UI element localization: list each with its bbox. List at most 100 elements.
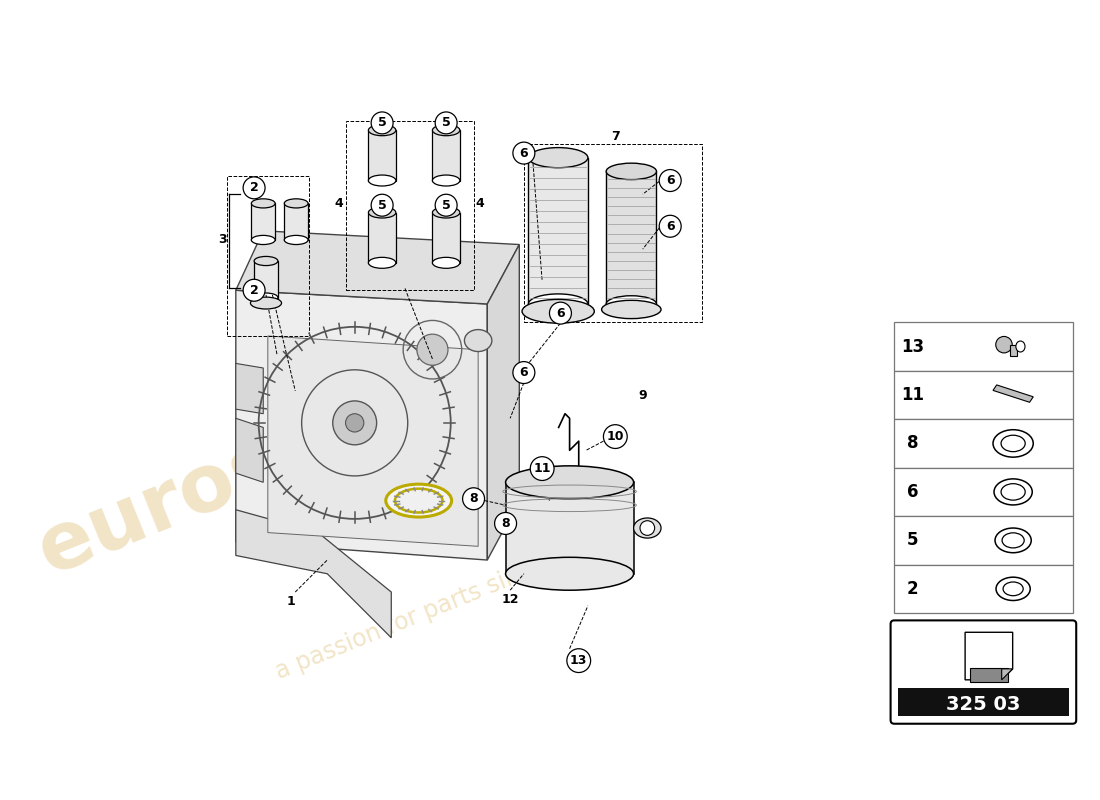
Text: 5: 5 bbox=[906, 531, 918, 550]
Circle shape bbox=[659, 170, 681, 191]
Bar bbox=[606, 171, 657, 304]
Ellipse shape bbox=[368, 258, 396, 268]
Ellipse shape bbox=[386, 484, 452, 517]
Polygon shape bbox=[235, 418, 263, 482]
Text: 13: 13 bbox=[901, 338, 924, 355]
Text: 8: 8 bbox=[906, 434, 918, 453]
Text: 9: 9 bbox=[638, 389, 647, 402]
Bar bbox=[432, 213, 460, 263]
Text: 13: 13 bbox=[570, 654, 587, 667]
Circle shape bbox=[332, 401, 376, 445]
Ellipse shape bbox=[528, 294, 587, 314]
Circle shape bbox=[640, 521, 654, 535]
Circle shape bbox=[345, 414, 364, 432]
Ellipse shape bbox=[996, 577, 1031, 601]
Circle shape bbox=[371, 112, 393, 134]
Text: 6: 6 bbox=[519, 366, 528, 379]
Ellipse shape bbox=[506, 558, 634, 590]
Circle shape bbox=[436, 112, 458, 134]
Text: 6: 6 bbox=[666, 220, 674, 233]
Ellipse shape bbox=[602, 300, 661, 318]
Bar bbox=[252, 203, 275, 240]
Text: 6: 6 bbox=[519, 146, 528, 159]
Ellipse shape bbox=[254, 257, 278, 266]
Bar bbox=[345, 121, 474, 290]
Circle shape bbox=[566, 649, 591, 673]
Text: 8: 8 bbox=[470, 492, 477, 506]
Circle shape bbox=[417, 334, 448, 366]
Text: a passion for parts since 1985: a passion for parts since 1985 bbox=[272, 528, 612, 684]
Ellipse shape bbox=[1003, 582, 1023, 596]
Text: 3: 3 bbox=[218, 234, 227, 246]
Text: 5: 5 bbox=[377, 117, 386, 130]
Ellipse shape bbox=[252, 199, 275, 208]
Text: 11: 11 bbox=[534, 462, 551, 475]
Bar bbox=[894, 322, 1072, 370]
Text: 6: 6 bbox=[666, 174, 674, 187]
Ellipse shape bbox=[464, 330, 492, 351]
Ellipse shape bbox=[252, 235, 275, 245]
Ellipse shape bbox=[432, 258, 460, 268]
FancyBboxPatch shape bbox=[891, 620, 1076, 724]
Polygon shape bbox=[235, 231, 519, 304]
Ellipse shape bbox=[506, 466, 634, 498]
Polygon shape bbox=[235, 290, 487, 560]
Text: 2: 2 bbox=[250, 182, 258, 194]
Polygon shape bbox=[267, 336, 478, 546]
Text: 1: 1 bbox=[286, 594, 295, 608]
Bar bbox=[284, 203, 308, 240]
Ellipse shape bbox=[993, 430, 1033, 457]
Ellipse shape bbox=[284, 235, 308, 245]
Bar bbox=[528, 158, 587, 304]
Text: 5: 5 bbox=[377, 198, 386, 212]
Bar bbox=[227, 176, 309, 336]
Circle shape bbox=[530, 457, 554, 481]
Bar bbox=[894, 468, 1072, 516]
Polygon shape bbox=[1002, 669, 1013, 680]
Ellipse shape bbox=[996, 528, 1031, 553]
Text: eurospares: eurospares bbox=[26, 328, 528, 591]
Bar bbox=[1011, 345, 1016, 356]
Bar bbox=[432, 130, 460, 181]
Bar bbox=[894, 370, 1072, 419]
Ellipse shape bbox=[634, 518, 661, 538]
Bar bbox=[254, 261, 278, 298]
Bar bbox=[368, 213, 396, 263]
Circle shape bbox=[550, 302, 571, 324]
Circle shape bbox=[604, 425, 627, 449]
Ellipse shape bbox=[606, 296, 657, 312]
Ellipse shape bbox=[284, 199, 308, 208]
Ellipse shape bbox=[432, 125, 460, 136]
Bar bbox=[970, 668, 1008, 682]
Bar bbox=[506, 482, 634, 574]
Ellipse shape bbox=[432, 175, 460, 186]
Ellipse shape bbox=[1016, 341, 1025, 352]
Ellipse shape bbox=[368, 207, 396, 218]
Text: 6: 6 bbox=[906, 483, 918, 501]
Text: 10: 10 bbox=[606, 430, 624, 443]
Ellipse shape bbox=[395, 489, 442, 513]
Text: 11: 11 bbox=[901, 386, 924, 404]
Circle shape bbox=[463, 488, 484, 510]
Bar bbox=[894, 419, 1072, 468]
Ellipse shape bbox=[254, 293, 278, 302]
Text: 2: 2 bbox=[250, 284, 258, 297]
Ellipse shape bbox=[1002, 533, 1024, 548]
Text: 12: 12 bbox=[502, 593, 519, 606]
Ellipse shape bbox=[251, 297, 282, 309]
Circle shape bbox=[243, 279, 265, 302]
Ellipse shape bbox=[606, 163, 657, 180]
Circle shape bbox=[495, 513, 517, 534]
Bar bbox=[524, 144, 702, 322]
Ellipse shape bbox=[522, 299, 594, 323]
Bar bbox=[894, 565, 1072, 613]
Text: 5: 5 bbox=[442, 117, 451, 130]
Circle shape bbox=[371, 194, 393, 216]
Circle shape bbox=[659, 215, 681, 238]
Circle shape bbox=[436, 194, 458, 216]
Text: 6: 6 bbox=[557, 306, 564, 320]
Polygon shape bbox=[235, 510, 392, 638]
Text: 4: 4 bbox=[334, 197, 343, 210]
Polygon shape bbox=[965, 632, 1013, 680]
Ellipse shape bbox=[528, 148, 587, 168]
